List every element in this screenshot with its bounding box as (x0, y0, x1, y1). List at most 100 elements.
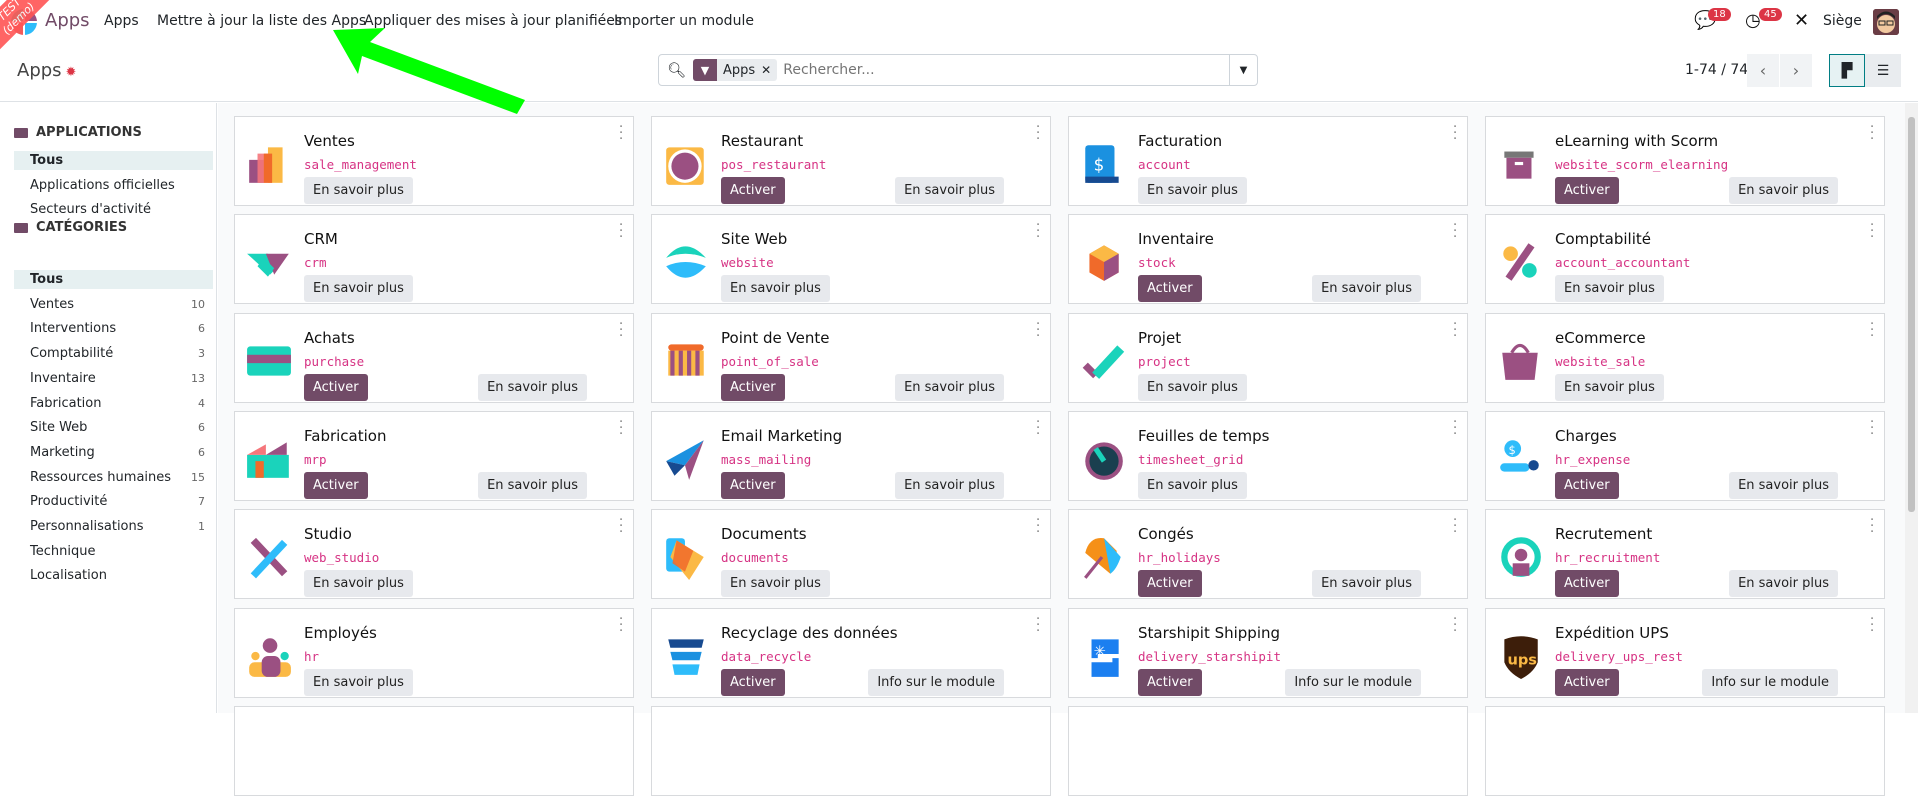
gear-icon[interactable]: ✹ (65, 65, 77, 80)
app-card[interactable]: Employés hr En savoir plus · · · (234, 607, 634, 698)
app-card[interactable]: Studio web_studio En savoir plus · · · (234, 509, 634, 600)
scrollbar-thumb[interactable] (1908, 117, 1915, 512)
sidebar-category-item[interactable]: Comptabilité 3 (14, 344, 213, 363)
sidebar-category-item[interactable]: Site Web 6 (14, 418, 213, 437)
kebab-menu-icon[interactable]: · · · (1036, 414, 1041, 442)
learn-more-button[interactable]: En savoir plus (1138, 471, 1247, 499)
learn-more-button[interactable]: En savoir plus (895, 471, 1004, 499)
sidebar-category-item[interactable]: Productivité 7 (14, 492, 213, 511)
app-card[interactable]: Recrutement hr_recruitment Activer En sav… (1485, 509, 1885, 600)
app-card[interactable]: Site Web website En savoir plus · · · (651, 214, 1051, 305)
app-card[interactable]: ✳ Starshipit Shipping delivery_starshipi… (1068, 607, 1468, 698)
kebab-menu-icon[interactable]: · · · (1036, 120, 1041, 147)
kebab-menu-icon[interactable]: · · · (1870, 611, 1875, 639)
learn-more-button[interactable]: En savoir plus (1729, 570, 1838, 598)
kebab-menu-icon[interactable]: · · · (619, 611, 624, 639)
learn-more-button[interactable]: En savoir plus (721, 570, 830, 598)
kebab-menu-icon[interactable]: · · · (619, 120, 624, 147)
kebab-menu-icon[interactable]: · · · (1453, 513, 1458, 541)
sidebar-category-item[interactable]: Tous (14, 270, 213, 289)
sidebar-category-item[interactable]: Ressources humaines 15 (14, 468, 213, 487)
module-info-button[interactable]: Info sur le module (1285, 668, 1421, 696)
sidebar-category-item[interactable]: Technique (14, 542, 213, 561)
menu-apps[interactable]: Apps (104, 13, 139, 29)
kebab-menu-icon[interactable]: · · · (619, 414, 624, 442)
activate-button[interactable]: Activer (721, 668, 785, 696)
menu-apply-scheduled-upgrades[interactable]: Appliquer des mises à jour planifiées (364, 13, 623, 29)
kanban-view-button[interactable]: ▛ (1829, 54, 1865, 87)
kebab-menu-icon[interactable]: · · · (1870, 218, 1875, 246)
module-info-button[interactable]: Info sur le module (1702, 668, 1838, 696)
kebab-menu-icon[interactable]: · · · (1453, 414, 1458, 442)
activate-button[interactable]: Activer (1555, 471, 1619, 499)
search-options-toggle[interactable]: ▼ (1229, 55, 1257, 85)
kebab-menu-icon[interactable]: · · · (1870, 120, 1875, 147)
learn-more-button[interactable]: En savoir plus (304, 177, 413, 204)
debug-tools-icon[interactable]: ✕ (1794, 10, 1810, 31)
app-card[interactable]: Comptabilité account_accountant En savoi… (1485, 214, 1885, 305)
learn-more-button[interactable]: En savoir plus (478, 373, 587, 401)
learn-more-button[interactable]: En savoir plus (1312, 570, 1421, 598)
app-card[interactable] (1068, 706, 1468, 796)
sidebar-category-item[interactable]: Fabrication 4 (14, 394, 213, 413)
learn-more-button[interactable]: En savoir plus (1555, 373, 1664, 401)
kebab-menu-icon[interactable]: · · · (1453, 611, 1458, 639)
sidebar-category-item[interactable]: Interventions 6 (14, 319, 213, 338)
app-card[interactable]: Ventes sale_management En savoir plus · ·… (234, 116, 634, 206)
kebab-menu-icon[interactable]: · · · (619, 316, 624, 344)
app-card[interactable]: Recyclage des données data_recycle Activ… (651, 607, 1051, 698)
learn-more-button[interactable]: En savoir plus (478, 471, 587, 499)
kebab-menu-icon[interactable]: · · · (1870, 513, 1875, 541)
kebab-menu-icon[interactable]: · · · (619, 513, 624, 541)
sidebar-application-item[interactable]: Applications officielles (14, 176, 213, 195)
app-card[interactable]: ups Expédition UPS delivery_ups_rest Act… (1485, 607, 1885, 698)
learn-more-button[interactable]: En savoir plus (1729, 177, 1838, 204)
menu-update-apps-list[interactable]: Mettre à jour la liste des Apps (157, 13, 367, 29)
activate-button[interactable]: Activer (304, 471, 368, 499)
app-card[interactable] (234, 706, 634, 796)
app-brand[interactable]: Apps (45, 10, 90, 31)
activities-button[interactable]: ◷ 45 (1745, 8, 1782, 31)
activate-button[interactable]: Activer (1555, 668, 1619, 696)
company-switcher[interactable]: Siège (1823, 13, 1862, 29)
learn-more-button[interactable]: En savoir plus (895, 373, 1004, 401)
learn-more-button[interactable]: En savoir plus (721, 275, 830, 303)
app-card[interactable]: Feuilles de temps timesheet_grid En savo… (1068, 410, 1468, 501)
app-card[interactable]: Inventaire stock Activer En savoir plus ·… (1068, 214, 1468, 305)
app-card[interactable]: Projet project En savoir plus · · · (1068, 312, 1468, 403)
menu-import-module[interactable]: Importer un module (614, 13, 754, 29)
search-input[interactable] (783, 56, 1229, 84)
app-card[interactable]: CRM crm En savoir plus · · · (234, 214, 634, 305)
kebab-menu-icon[interactable]: · · · (1453, 316, 1458, 344)
kebab-menu-icon[interactable]: · · · (1453, 218, 1458, 246)
learn-more-button[interactable]: En savoir plus (304, 275, 413, 303)
learn-more-button[interactable]: En savoir plus (304, 668, 413, 696)
app-card[interactable]: Fabrication mrp Activer En savoir plus · ·… (234, 410, 634, 501)
user-avatar[interactable] (1873, 9, 1899, 35)
learn-more-button[interactable]: En savoir plus (1555, 275, 1664, 303)
learn-more-button[interactable]: En savoir plus (1138, 177, 1247, 204)
app-card[interactable] (1485, 706, 1885, 796)
app-card[interactable]: $ Facturation account En savoir plus · · · (1068, 116, 1468, 206)
activate-button[interactable]: Activer (1555, 177, 1619, 204)
kebab-menu-icon[interactable]: · · · (1036, 316, 1041, 344)
activate-button[interactable]: Activer (721, 177, 785, 204)
app-card[interactable] (651, 706, 1051, 796)
activate-button[interactable]: Activer (1555, 570, 1619, 598)
activate-button[interactable]: Activer (1138, 668, 1202, 696)
sidebar-application-item[interactable]: Secteurs d'activité (14, 200, 213, 219)
sidebar-category-item[interactable]: Marketing 6 (14, 443, 213, 462)
pager-previous-button[interactable]: ‹ (1747, 54, 1779, 87)
kebab-menu-icon[interactable]: · · · (1036, 513, 1041, 541)
messages-button[interactable]: 💬 18 (1694, 8, 1731, 31)
sidebar-category-item[interactable]: Localisation (14, 566, 213, 585)
kebab-menu-icon[interactable]: · · · (1453, 120, 1458, 147)
activate-button[interactable]: Activer (1138, 275, 1202, 303)
app-card[interactable]: Point de Vente point_of_sale Activer En s… (651, 312, 1051, 403)
pager-next-button[interactable]: › (1780, 54, 1812, 87)
list-view-button[interactable]: ☰ (1865, 54, 1901, 87)
activate-button[interactable]: Activer (1138, 570, 1202, 598)
learn-more-button[interactable]: En savoir plus (304, 570, 413, 598)
app-card[interactable]: $ Charges hr_expense Activer En savoir pl… (1485, 410, 1885, 501)
activate-button[interactable]: Activer (721, 373, 785, 401)
